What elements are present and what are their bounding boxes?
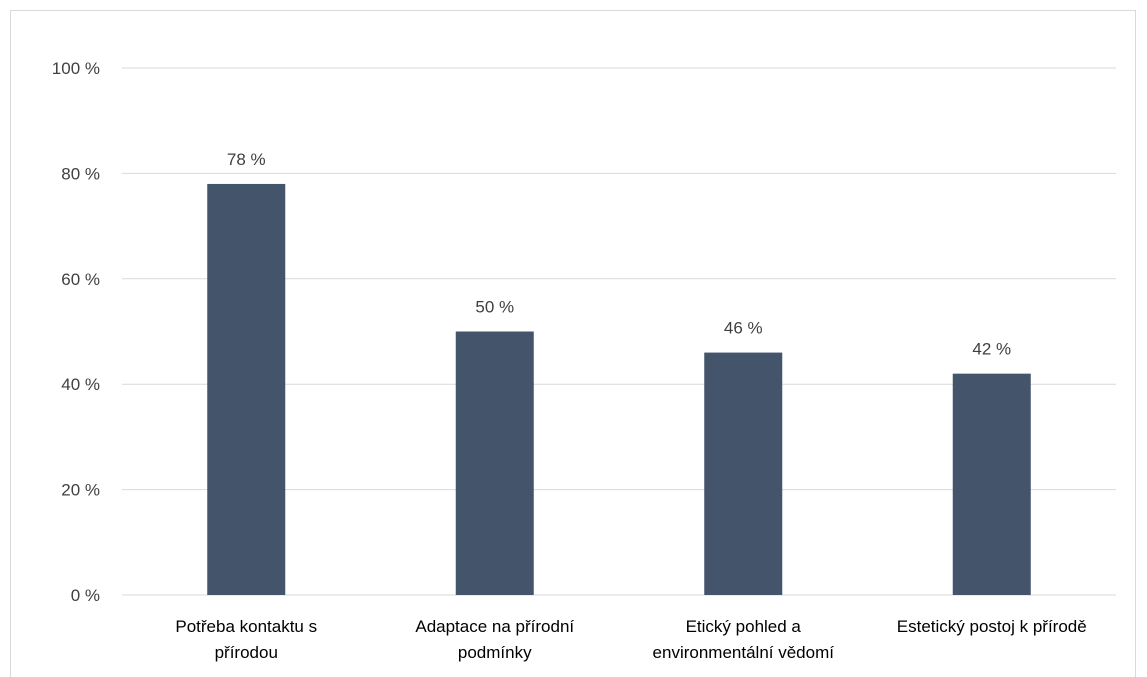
- y-tick-label: 20 %: [61, 481, 100, 500]
- x-tick-label: Etický pohled a: [686, 617, 802, 636]
- bar: [952, 373, 1031, 595]
- bar: [207, 183, 286, 595]
- y-tick-label: 100 %: [52, 59, 100, 78]
- data-label: 50 %: [475, 298, 514, 317]
- x-tick-label: podmínky: [458, 643, 532, 662]
- y-tick-label: 40 %: [61, 375, 100, 394]
- x-tick-label: environmentální vědomí: [653, 643, 835, 662]
- y-tick-label: 60 %: [61, 270, 100, 289]
- data-label: 46 %: [724, 319, 763, 338]
- y-tick-label: 80 %: [61, 164, 100, 183]
- chart-frame: [10, 10, 1136, 677]
- x-tick-label: Adaptace na přírodní: [415, 617, 574, 636]
- x-tick-label: Estetický postoj k přírodě: [897, 617, 1087, 636]
- data-label: 78 %: [227, 150, 266, 169]
- bar: [455, 331, 534, 595]
- x-tick-label: Potřeba kontaktu s: [175, 617, 317, 636]
- y-tick-label: 0 %: [71, 586, 100, 605]
- data-label: 42 %: [972, 340, 1011, 359]
- bar: [704, 352, 783, 595]
- x-tick-label: přírodou: [215, 643, 278, 662]
